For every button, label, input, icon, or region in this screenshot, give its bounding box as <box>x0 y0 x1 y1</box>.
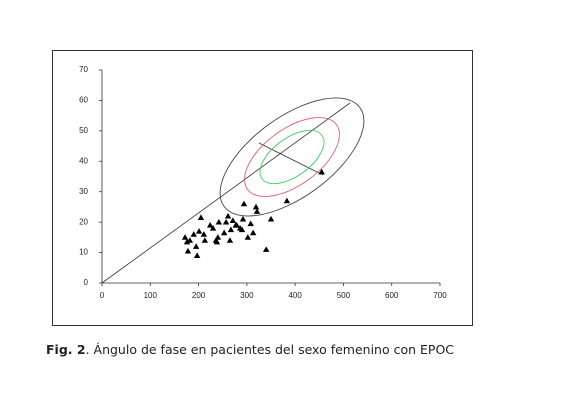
point <box>238 226 246 233</box>
point <box>232 221 239 228</box>
caption: Fig. 2. Ángulo de fase en pacientes del … <box>46 342 454 357</box>
point <box>209 225 217 231</box>
point <box>229 217 237 224</box>
point <box>197 214 205 220</box>
x-tick-label: 100 <box>144 291 158 300</box>
point <box>184 247 192 254</box>
chart: 0 100 200 300 400 500 600 700 0 10 20 30 40 50 60 70 <box>52 50 473 326</box>
x-tick-label: 0 <box>100 291 105 300</box>
ellipse-50 <box>259 129 325 185</box>
point <box>183 238 191 245</box>
y-tick-label: 40 <box>79 156 88 165</box>
caption-text: . Ángulo de fase en pacientes del sexo f… <box>85 342 455 357</box>
point <box>222 218 230 225</box>
point <box>201 237 209 243</box>
ellipse-75 <box>244 117 340 197</box>
y-tick-label: 20 <box>79 217 88 226</box>
x-tick-label: 400 <box>288 291 302 300</box>
point <box>192 243 200 249</box>
regression-line <box>101 102 351 284</box>
minor-axis-line <box>258 142 324 176</box>
y-tick-label: 70 <box>79 65 88 74</box>
x-tick-label: 300 <box>240 291 254 300</box>
point <box>239 215 247 222</box>
point <box>181 234 189 240</box>
point <box>249 229 257 236</box>
y-tick-label: 50 <box>79 126 88 135</box>
x-tick-label: 700 <box>433 291 447 300</box>
point <box>262 246 270 252</box>
point <box>193 252 201 259</box>
x-tick-label: 500 <box>337 291 351 300</box>
point <box>220 229 228 236</box>
point <box>224 212 232 219</box>
point <box>240 200 248 207</box>
y-tick-label: 30 <box>79 187 88 196</box>
point <box>227 226 235 233</box>
point <box>200 231 208 237</box>
point <box>267 215 275 222</box>
point <box>190 231 197 237</box>
point <box>206 221 214 228</box>
x-tick-label: 600 <box>385 291 399 300</box>
x-tick-label: 200 <box>192 291 206 300</box>
point <box>252 203 260 210</box>
point <box>283 197 291 204</box>
point <box>213 238 221 245</box>
y-tick-label: 10 <box>79 248 88 257</box>
caption-label: Fig. 2 <box>46 342 86 357</box>
y-tick-label: 60 <box>79 96 88 105</box>
point <box>247 220 254 227</box>
chart-frame <box>52 50 473 326</box>
point <box>244 234 252 240</box>
point <box>226 237 234 243</box>
plot: 0 100 200 300 400 500 600 700 0 10 20 30 40 50 60 70 <box>79 65 447 300</box>
point <box>253 208 261 214</box>
point <box>214 234 222 240</box>
point <box>215 218 223 225</box>
point <box>318 168 325 175</box>
y-tick-label: 0 <box>84 278 89 287</box>
point <box>195 228 203 234</box>
